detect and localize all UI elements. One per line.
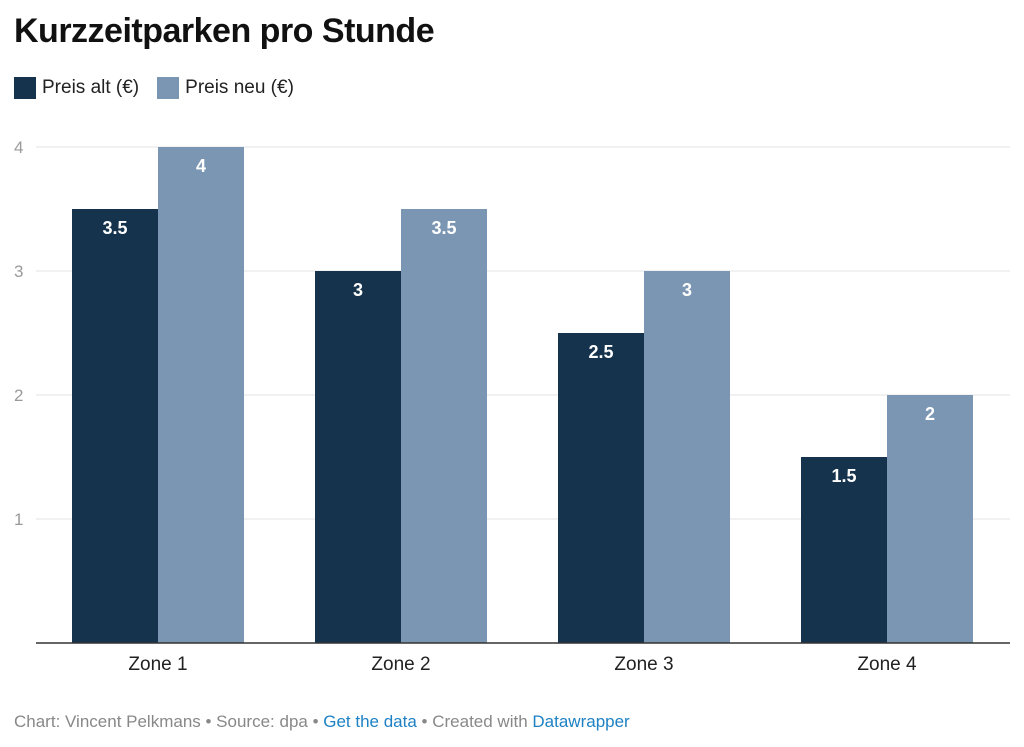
bar-value-label: 2 — [925, 404, 935, 424]
get-the-data-link[interactable]: Get the data — [323, 712, 417, 731]
bar-value-label: 4 — [196, 156, 206, 176]
bar — [158, 147, 244, 643]
bar — [72, 209, 158, 643]
bar-value-label: 3 — [353, 280, 363, 300]
bar — [558, 333, 644, 643]
legend-item-old: Preis alt (€) — [14, 77, 139, 99]
bar-value-label: 3.5 — [102, 218, 127, 238]
datawrapper-link[interactable]: Datawrapper — [532, 712, 630, 731]
x-category-label: Zone 3 — [614, 654, 673, 675]
y-tick-label: 1 — [14, 510, 23, 529]
bar — [315, 271, 401, 643]
y-tick-label: 2 — [14, 386, 23, 405]
bar — [801, 457, 887, 643]
bar — [887, 395, 973, 643]
x-category-label: Zone 2 — [371, 654, 430, 675]
footer-created-with: • Created with — [416, 712, 533, 731]
legend: Preis alt (€) Preis neu (€) — [14, 77, 294, 99]
legend-swatch-new — [157, 77, 180, 99]
legend-label-old: Preis alt (€) — [42, 77, 140, 98]
bar-value-label: 3.5 — [431, 218, 456, 238]
footer-credits: Chart: Vincent Pelkmans • Source: dpa • — [14, 712, 324, 731]
chart-title: Kurzzeitparken pro Stunde — [14, 12, 435, 50]
bar-value-label: 3 — [682, 280, 692, 300]
x-category-label: Zone 4 — [857, 654, 917, 675]
legend-swatch-old — [14, 77, 36, 99]
footer: Chart: Vincent Pelkmans • Source: dpa • … — [14, 712, 630, 732]
bar-chart: 1 2 3 4 3.5 4 Zone 1 3 3.5 Zone 2 2.5 3 Zone 3 1.5 2 Zo… — [14, 138, 1010, 675]
legend-label-new: Preis neu (€) — [185, 77, 294, 98]
y-tick-label: 3 — [14, 262, 23, 281]
bar — [401, 209, 487, 643]
legend-item-new: Preis neu (€) — [157, 77, 294, 99]
bar-value-label: 2.5 — [588, 342, 613, 362]
bar-value-label: 1.5 — [831, 466, 856, 486]
x-category-label: Zone 1 — [128, 654, 187, 675]
bar — [644, 271, 730, 643]
y-tick-label: 4 — [14, 138, 23, 157]
